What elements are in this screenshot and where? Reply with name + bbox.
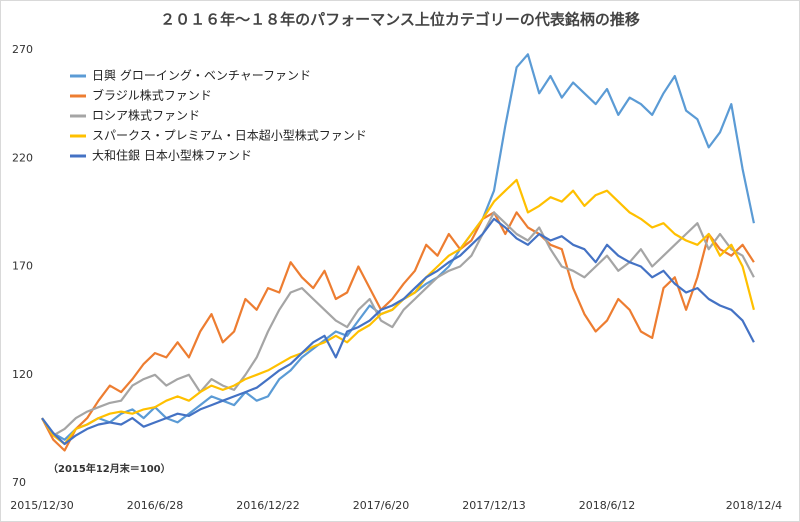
x-tick-label: 2016/6/28 bbox=[127, 499, 183, 512]
x-tick-label: 2018/12/4 bbox=[726, 499, 782, 512]
series-line bbox=[41, 211, 755, 452]
legend-label: ブラジル株式ファンド bbox=[92, 88, 212, 103]
x-tick-label: 2015/12/30 bbox=[10, 499, 73, 512]
y-tick-label: 170 bbox=[12, 260, 33, 273]
y-tick-label: 120 bbox=[12, 368, 33, 381]
y-tick-label: 220 bbox=[12, 151, 33, 164]
chart-title: ２０１６年～１８年のパフォーマンス上位カテゴリーの代表銘柄の推移 bbox=[160, 11, 640, 29]
x-tick-label: 2017/6/20 bbox=[353, 499, 409, 512]
legend-label: ロシア株式ファンド bbox=[92, 108, 200, 123]
legend-label: スパークス・プレミアム・日本超小型株式ファンド bbox=[92, 128, 367, 143]
series-line bbox=[41, 178, 755, 446]
legend-label: 大和住銀 日本小型株ファンド bbox=[92, 148, 252, 163]
annotation: （2015年12月末＝100） bbox=[48, 462, 171, 475]
y-tick-label: 270 bbox=[12, 43, 33, 56]
x-tick-label: 2017/12/13 bbox=[462, 499, 525, 512]
series-line bbox=[41, 211, 755, 437]
x-tick-label: 2016/12/22 bbox=[236, 499, 299, 512]
legend bbox=[62, 62, 392, 168]
legend-label: 日興 グローイング・ベンチャーファンド bbox=[92, 69, 311, 83]
x-tick-label: 2018/6/12 bbox=[579, 499, 635, 512]
series-line bbox=[41, 217, 755, 446]
y-tick-label: 70 bbox=[12, 476, 26, 489]
